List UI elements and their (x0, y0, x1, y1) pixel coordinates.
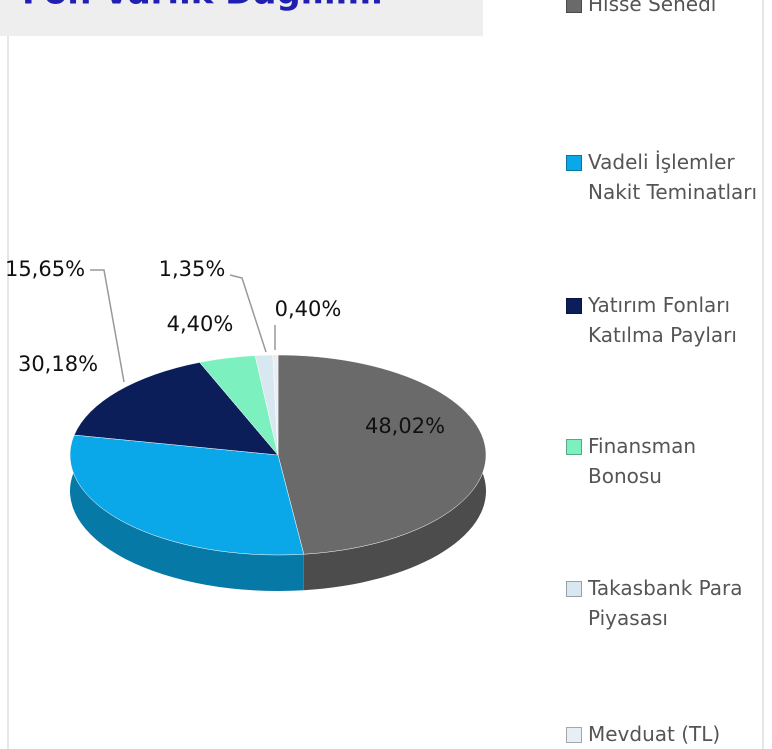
legend-swatch (566, 727, 582, 743)
slice (277, 354, 487, 555)
legend-item: Hisse Senedi (566, 0, 766, 19)
legend-swatch (566, 439, 582, 455)
legend-item: Yatırım Fonları Katılma Payları (566, 290, 766, 350)
legend-swatch (566, 581, 582, 597)
data-label: 1,35% (159, 257, 226, 281)
legend-swatch (566, 155, 582, 171)
legend-item: Vadeli İşlemler Nakit Teminatları (566, 147, 766, 207)
leader-line (90, 269, 125, 383)
legend-item: Mevduat (TL) (566, 719, 766, 749)
legend-item: Finansman Bonosu (566, 431, 766, 491)
data-label: 0,40% (275, 297, 342, 321)
title-box (0, 0, 483, 36)
leader-line (229, 274, 267, 353)
legend-item: Takasbank Para Piyasası (566, 573, 766, 633)
data-label: 48,02% (365, 414, 445, 438)
legend-swatch (566, 0, 582, 13)
data-label: 4,40% (167, 312, 234, 336)
slice (73, 362, 279, 456)
legend-label: Hisse Senedi (588, 0, 717, 16)
legend-label: Mevduat (TL) (588, 722, 721, 746)
legend-swatch (566, 298, 582, 314)
slice-side (69, 435, 304, 591)
legend-label: Yatırım Fonları Katılma Payları (588, 293, 737, 347)
legend-label: Vadeli İşlemler Nakit Teminatları (588, 150, 758, 204)
slice (272, 354, 279, 456)
legend-label: Takasbank Para Piyasası (588, 576, 743, 630)
data-label: 15,65% (5, 257, 85, 281)
slice (69, 434, 305, 556)
data-label: 30,18% (18, 352, 98, 376)
legend-label: Finansman Bonosu (588, 434, 697, 488)
chart-title: Fon Varlık Dağılımı (22, 0, 383, 13)
